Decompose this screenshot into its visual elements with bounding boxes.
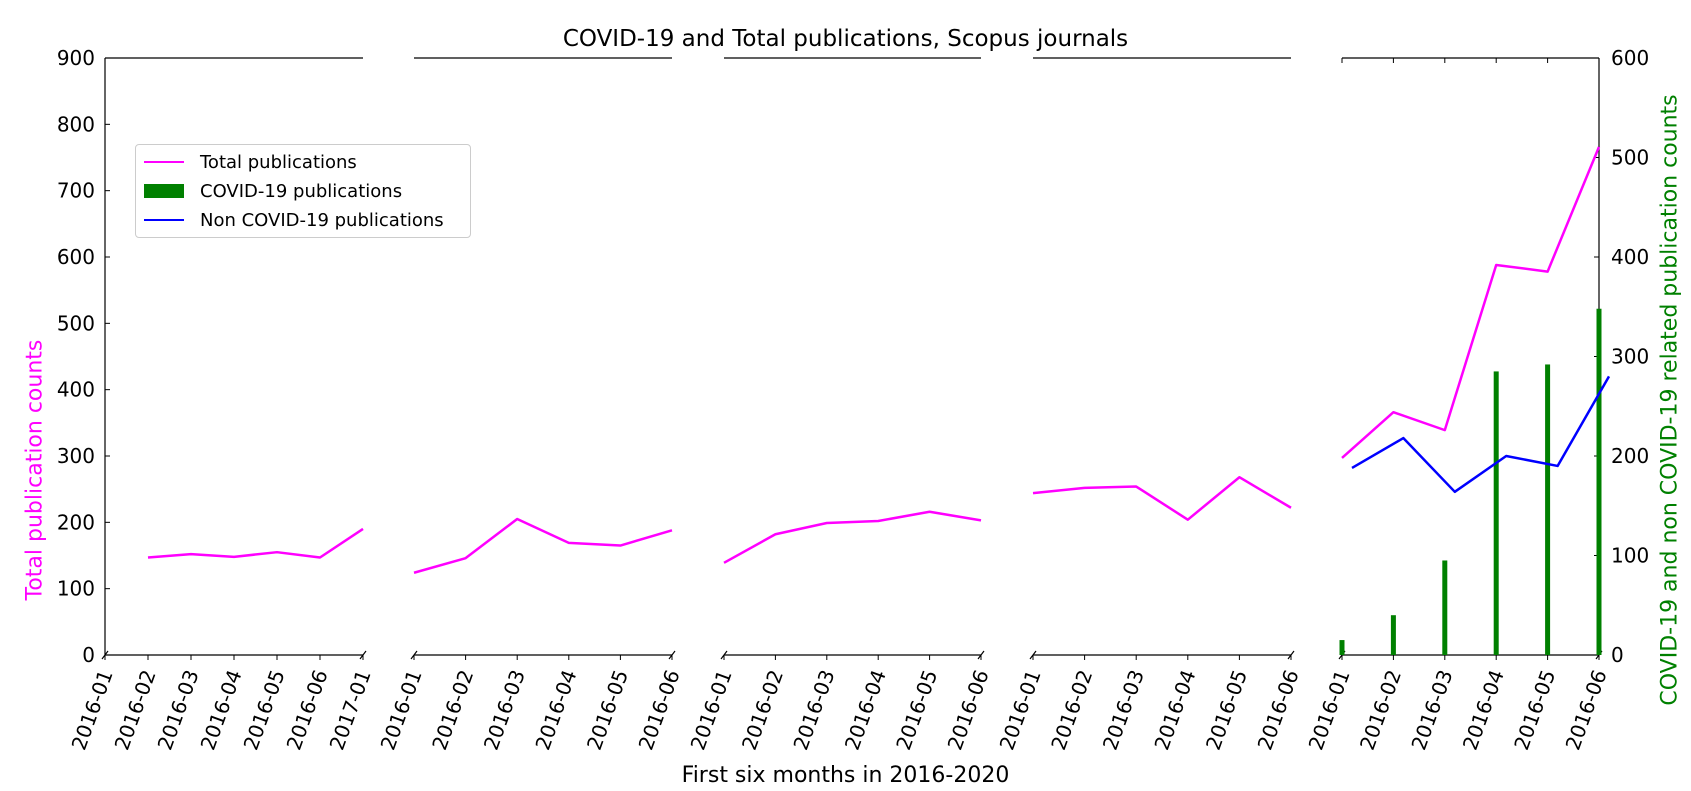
x-tick-label: 2016-04 [840,667,891,754]
x-tick-label: 2016-02 [737,667,788,754]
covid-bar [1545,364,1551,655]
x-tick-label: 2016-01 [686,667,737,754]
legend-item-noncovid: Non COVID-19 publications [144,207,444,233]
legend-swatch-noncovid [144,219,184,221]
legend-swatch-covid [144,184,184,198]
x-tick-label: 2016-01 [995,667,1046,754]
covid-bar [1442,560,1448,655]
legend-label-total: Total publications [200,151,357,173]
x-tick-label: 2016-05 [1201,667,1252,754]
covid-bar [1339,640,1345,655]
x-tick-label: 2016-06 [282,667,333,754]
covid-bar [1596,308,1602,655]
right-y-tick-label: 300 [1611,345,1649,369]
total-publications-line [1341,146,1601,459]
x-tick-label: 2016-06 [634,667,685,754]
left-y-tick-label: 0 [82,643,95,667]
legend-label-noncovid: Non COVID-19 publications [200,209,444,231]
x-tick-label: 2016-02 [1355,667,1406,754]
right-y-tick-label: 100 [1611,544,1649,568]
left-y-tick-label: 400 [57,378,95,402]
x-tick-label: 2016-05 [891,667,942,754]
right-y-tick-label: 400 [1611,245,1649,269]
x-tick-label: 2016-03 [1406,667,1457,754]
x-tick-label: 2016-03 [788,667,839,754]
total-publications-line [147,527,364,559]
x-tick-label: 2016-02 [1046,667,1097,754]
x-tick-label: 2016-03 [153,667,204,754]
left-y-axis-label: Total publication counts [22,339,48,601]
right-y-tick-label: 0 [1611,643,1624,667]
x-tick-label: 2016-05 [1509,667,1560,754]
left-y-tick-label: 300 [57,444,95,468]
chart-title: COVID-19 and Total publications, Scopus … [562,26,1129,52]
x-tick-label: 2016-04 [1458,667,1509,754]
x-tick-label: 2016-05 [239,667,290,754]
x-tick-label: 2016-01 [1304,667,1355,754]
x-axis-label: First six months in 2016-2020 [681,763,1010,788]
total-publications-line [1032,475,1292,521]
x-tick-label: 2016-03 [1098,667,1149,754]
x-tick-label: 2016-06 [1253,667,1304,754]
right-y-tick-label: 500 [1611,146,1649,170]
left-y-tick-label: 500 [57,311,95,335]
right-y-axis-label: COVID-19 and non COVID-19 related public… [1657,94,1683,706]
x-tick-label: 2016-04 [1149,667,1200,754]
x-tick-label: 2016-05 [582,667,633,754]
covid-bar [1493,371,1499,655]
non-covid-publications-line [1351,375,1611,494]
x-tick-label: 2016-02 [110,667,161,754]
legend-label-covid: COVID-19 publications [200,180,403,202]
x-tick-label: 2017-01 [325,667,376,754]
left-y-tick-label: 600 [57,245,95,269]
total-publications-line [413,517,673,574]
legend-item-total: Total publications [144,149,357,175]
right-y-tick-label: 600 [1611,46,1649,70]
legend-swatch-total [144,161,184,163]
right-y-tick-label: 200 [1611,444,1649,468]
x-tick-label: 2016-06 [943,667,994,754]
x-tick-label: 2016-01 [67,667,118,754]
left-y-tick-label: 700 [57,179,95,203]
x-tick-label: 2016-06 [1561,667,1612,754]
x-tick-label: 2016-03 [479,667,530,754]
covid-bar [1390,615,1396,655]
left-y-tick-label: 200 [57,510,95,534]
x-tick-label: 2016-02 [427,667,478,754]
left-y-tick-label: 100 [57,577,95,601]
total-publications-line [723,510,982,564]
legend-item-covid: COVID-19 publications [144,178,402,204]
legend: Total publications COVID-19 publications… [135,144,471,238]
x-tick-label: 2016-04 [196,667,247,754]
x-tick-label: 2016-04 [530,667,581,754]
x-tick-label: 2016-01 [376,667,427,754]
left-y-tick-label: 900 [57,46,95,70]
left-y-tick-label: 800 [57,112,95,136]
